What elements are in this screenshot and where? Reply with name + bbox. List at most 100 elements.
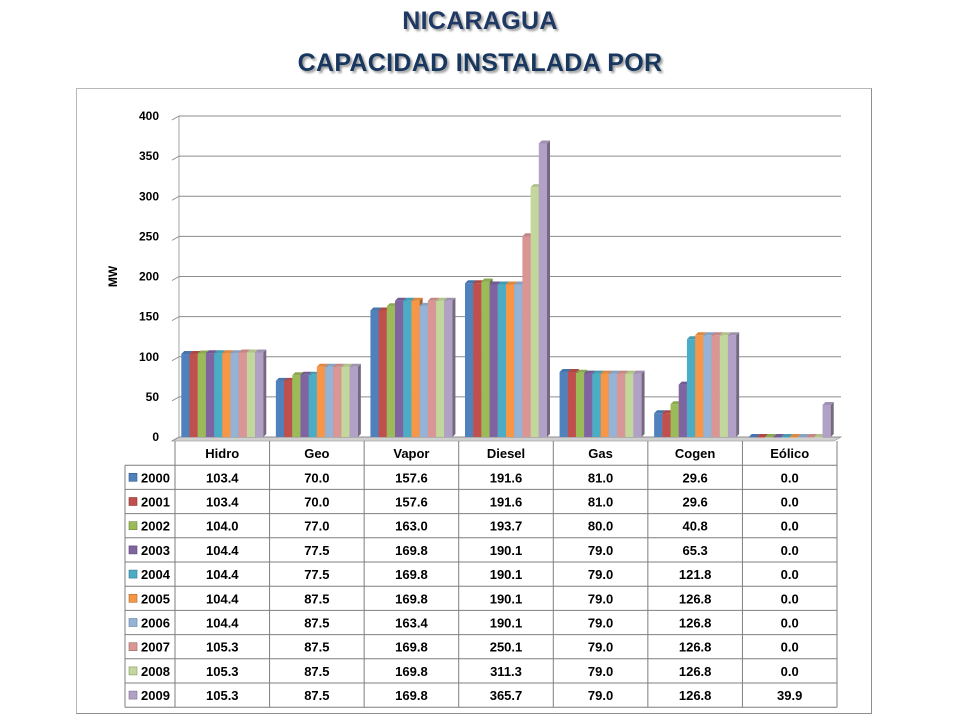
table-value-2001-Vapor: 157.6 bbox=[395, 495, 428, 510]
table-value-2008-Eólico: 0.0 bbox=[781, 664, 799, 679]
bar-side-Geo-2009 bbox=[357, 363, 361, 437]
bar-top-Geo-2000 bbox=[275, 377, 288, 381]
table-value-2000-Geo: 70.0 bbox=[304, 470, 329, 485]
bar-Gas-2001 bbox=[567, 371, 576, 437]
bar-top-Eólico-2007 bbox=[806, 434, 818, 437]
bar-top-Cogen-2005 bbox=[695, 332, 707, 336]
table-value-2009-Vapor: 169.8 bbox=[395, 688, 428, 703]
bar-top-Eólico-2004 bbox=[781, 434, 793, 437]
bar-Hidro-2009 bbox=[255, 352, 264, 437]
bar-Eólico-2005 bbox=[789, 437, 798, 438]
bar-Diesel-2009 bbox=[538, 143, 547, 437]
bar-Gas-2008 bbox=[625, 373, 634, 437]
bar-Cogen-2005 bbox=[695, 335, 704, 437]
bar-Cogen-2001 bbox=[662, 413, 671, 437]
table-value-2006-Gas: 79.0 bbox=[588, 616, 613, 631]
legend-label-2005: 2005 bbox=[141, 591, 170, 606]
bar-Diesel-2006 bbox=[514, 284, 523, 437]
bar-Vapor-2004 bbox=[403, 300, 412, 437]
table-value-2007-Geo: 87.5 bbox=[304, 640, 329, 655]
legend-label-2008: 2008 bbox=[141, 664, 170, 679]
bar-top-Hidro-2004 bbox=[214, 350, 226, 354]
legend-swatch-2004 bbox=[128, 569, 138, 579]
bar-top-Cogen-2008 bbox=[719, 332, 731, 336]
bar-Eólico-2007 bbox=[806, 437, 815, 438]
table-value-2006-Cogen: 126.8 bbox=[679, 616, 712, 631]
bar-top-Hidro-2001 bbox=[189, 351, 201, 355]
table-value-2002-Geo: 77.0 bbox=[304, 519, 329, 534]
bar-Cogen-2003 bbox=[678, 384, 687, 437]
table-value-2000-Diesel: 191.6 bbox=[490, 470, 523, 485]
table-value-2002-Eólico: 0.0 bbox=[781, 519, 799, 534]
bar-Vapor-2000 bbox=[370, 310, 379, 437]
y-tick-label: 100 bbox=[139, 350, 159, 364]
table-value-2008-Cogen: 126.8 bbox=[679, 664, 712, 679]
slide-title-line-2: CAPACIDAD INSTALADA POR bbox=[297, 49, 663, 77]
bar-Gas-2005 bbox=[600, 373, 609, 437]
bar-Geo-2004 bbox=[308, 374, 317, 437]
legend-label-2001: 2001 bbox=[141, 495, 170, 510]
legend-swatch-2001 bbox=[128, 497, 138, 506]
bar-top-Hidro-2009 bbox=[255, 349, 267, 353]
bar-Cogen-2004 bbox=[686, 339, 696, 437]
gridline-side-300 bbox=[171, 195, 180, 201]
x-tick-label: Eólico bbox=[770, 446, 809, 461]
table-value-2006-Hidro: 104.4 bbox=[206, 616, 239, 631]
bar-top-Vapor-2009 bbox=[444, 297, 456, 301]
bar-top-Geo-2002 bbox=[292, 372, 304, 376]
bar-Hidro-2001 bbox=[189, 354, 198, 437]
table-value-2009-Diesel: 365.7 bbox=[490, 688, 523, 703]
gridline-side-350 bbox=[171, 155, 180, 161]
table-value-2008-Vapor: 169.8 bbox=[395, 664, 428, 679]
bar-Gas-2007 bbox=[616, 373, 626, 437]
bar-top-Eólico-2003 bbox=[773, 434, 785, 437]
table-value-2005-Gas: 79.0 bbox=[588, 591, 613, 606]
table-value-2004-Vapor: 169.8 bbox=[395, 567, 428, 582]
table-value-2001-Gas: 81.0 bbox=[588, 495, 613, 510]
bar-top-Eólico-2000 bbox=[748, 434, 760, 437]
bar-Eólico-2003 bbox=[773, 437, 782, 438]
table-value-2006-Vapor: 163.4 bbox=[395, 616, 428, 631]
bar-chart: 0 50 100 150 200 250 300 350 400 MW Hidro Geo Vapor D… bbox=[106, 109, 843, 708]
bar-Cogen-2006 bbox=[703, 335, 712, 437]
bar-Geo-2001 bbox=[284, 380, 293, 437]
bar-top-Geo-2008 bbox=[341, 363, 353, 367]
table-value-2000-Cogen: 29.6 bbox=[682, 470, 707, 485]
bar-Hidro-2004 bbox=[214, 353, 223, 437]
table-value-2005-Vapor: 169.8 bbox=[395, 591, 428, 606]
bar-top-Hidro-2007 bbox=[238, 349, 250, 353]
legend-label-2000: 2000 bbox=[141, 470, 170, 485]
bar-Hidro-2005 bbox=[222, 353, 231, 437]
bar-Cogen-2007 bbox=[711, 335, 720, 437]
y-tick-label: 200 bbox=[139, 270, 159, 284]
bar-Cogen-2008 bbox=[719, 335, 728, 437]
y-tick-label: 50 bbox=[146, 390, 160, 404]
table-value-2002-Gas: 80.0 bbox=[588, 519, 613, 534]
bar-side-Gas-2009 bbox=[641, 370, 645, 437]
gridline-side-50 bbox=[171, 396, 180, 402]
table-value-2003-Gas: 79.0 bbox=[588, 543, 613, 558]
bar-Vapor-2007 bbox=[427, 300, 437, 437]
bar-Gas-2009 bbox=[633, 373, 642, 437]
bar-Diesel-2003 bbox=[489, 284, 498, 437]
bar-Vapor-2006 bbox=[419, 305, 428, 437]
bar-top-Gas-2005 bbox=[600, 370, 612, 374]
x-tick-label: Gas bbox=[588, 446, 613, 461]
bar-Geo-2006 bbox=[325, 366, 334, 437]
table-value-2003-Vapor: 169.8 bbox=[395, 543, 428, 558]
bar-top-Hidro-2003 bbox=[205, 350, 218, 354]
table-value-2001-Cogen: 29.6 bbox=[682, 495, 707, 510]
chart-frame: 0 50 100 150 200 250 300 350 400 MW Hidro Geo Vapor D… bbox=[76, 88, 872, 714]
table-value-2008-Gas: 79.0 bbox=[588, 664, 613, 679]
table-value-2000-Eólico: 0.0 bbox=[781, 470, 799, 485]
table-value-2007-Diesel: 250.1 bbox=[490, 640, 523, 655]
table-value-2009-Eólico: 39.9 bbox=[777, 688, 802, 703]
table-value-2000-Vapor: 157.6 bbox=[395, 470, 428, 485]
bar-Geo-2002 bbox=[292, 375, 301, 437]
table-value-2000-Gas: 81.0 bbox=[588, 470, 613, 485]
bar-top-Vapor-2000 bbox=[370, 307, 382, 311]
table-value-2008-Diesel: 311.3 bbox=[490, 664, 522, 679]
gridline-side-100 bbox=[171, 356, 180, 362]
table-value-2007-Gas: 79.0 bbox=[588, 640, 613, 655]
legend-swatch-2003 bbox=[128, 545, 138, 555]
